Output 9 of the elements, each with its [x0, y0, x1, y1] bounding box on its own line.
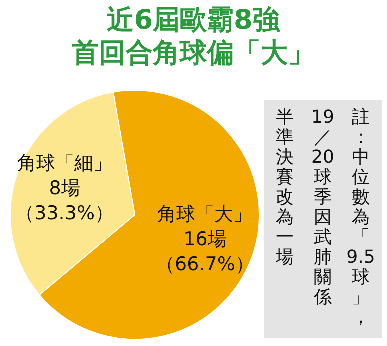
data-label: 8場（33.3%） — [16, 177, 114, 224]
slice-label: 角球「細」 — [17, 152, 112, 174]
slice-label: 角球「大」 — [158, 203, 253, 226]
data-label: 16場（66.7%） — [156, 228, 254, 276]
chart-subtitle: 首回合角球偏「大」 — [71, 37, 316, 70]
chart-title: 近6屆歐霸8強 — [106, 4, 282, 37]
text: 19／20球季因武肺關係 — [312, 107, 334, 308]
text: 註：中位數為「9.5球」， — [346, 107, 376, 328]
text: 半準決賽改為一場 — [275, 107, 295, 270]
